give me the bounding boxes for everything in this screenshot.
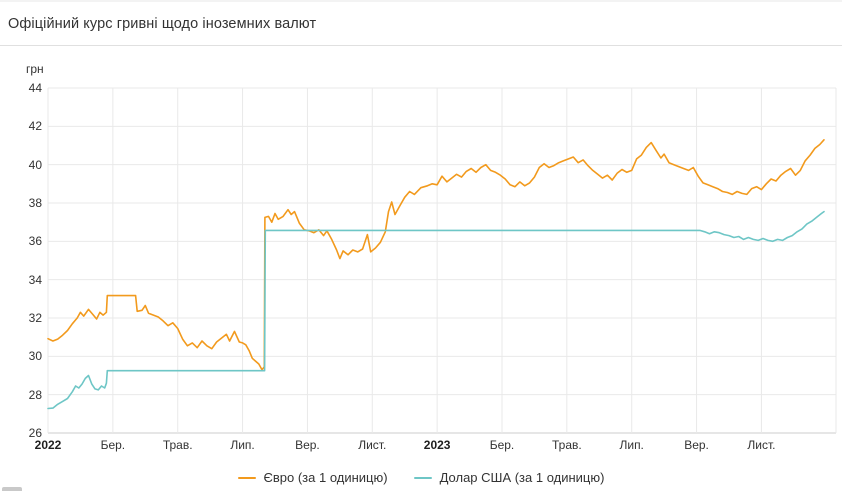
- legend-label-usd: Долар США (за 1 одиницю): [439, 470, 605, 485]
- y-tick-label: 26: [28, 426, 42, 440]
- x-tick-label: Бер.: [489, 438, 515, 452]
- y-tick-label: 32: [28, 311, 42, 325]
- x-tick-label: 2022: [34, 438, 62, 452]
- usd-line-swatch-icon: [413, 476, 432, 479]
- x-tick-label: Вер.: [684, 438, 709, 452]
- chart-legend: Євро (за 1 одиницю) Долар США (за 1 один…: [0, 470, 842, 485]
- y-axis-unit-label: грн: [26, 62, 44, 76]
- y-tick-label: 38: [28, 196, 42, 210]
- x-tick-label: Бер.: [100, 438, 126, 452]
- series-line-usd: [47, 210, 825, 410]
- x-tick-label: Лип.: [230, 438, 255, 452]
- y-tick-label: 30: [28, 349, 42, 364]
- bottom-left-fragment: [2, 487, 22, 491]
- x-tick-label: Лист.: [358, 438, 387, 452]
- series-line-euro: [47, 139, 825, 371]
- y-tick-label: 40: [28, 157, 42, 172]
- page-title: Офіційний курс гривні щодо іноземних вал…: [8, 15, 317, 32]
- euro-line-swatch-icon: [237, 476, 256, 479]
- x-tick-label: Лип.: [619, 438, 644, 452]
- x-tick-label: Вер.: [295, 438, 320, 452]
- y-tick-label: 28: [28, 387, 42, 402]
- y-tick-label: 44: [28, 81, 42, 95]
- y-tick-label: 42: [28, 119, 42, 134]
- chart-area: грн 44 42 40 38 36 34 32 30 28 26 2022 Бер. Трав. Ли…: [0, 46, 842, 491]
- y-tick-label: 34: [28, 272, 42, 287]
- x-tick-label: Трав.: [551, 438, 582, 452]
- x-tick-label: Трав.: [162, 438, 193, 452]
- x-tick-label: 2023: [423, 438, 451, 452]
- y-tick-label: 36: [28, 234, 42, 249]
- legend-item-euro[interactable]: Євро (за 1 одиницю): [237, 470, 388, 485]
- chart-plot: [47, 87, 837, 434]
- x-tick-label: Лист.: [747, 438, 776, 452]
- legend-label-euro: Євро (за 1 одиницю): [263, 470, 388, 485]
- legend-item-usd[interactable]: Долар США (за 1 одиницю): [413, 470, 605, 485]
- widget-header: Офіційний курс гривні щодо іноземних вал…: [0, 2, 842, 46]
